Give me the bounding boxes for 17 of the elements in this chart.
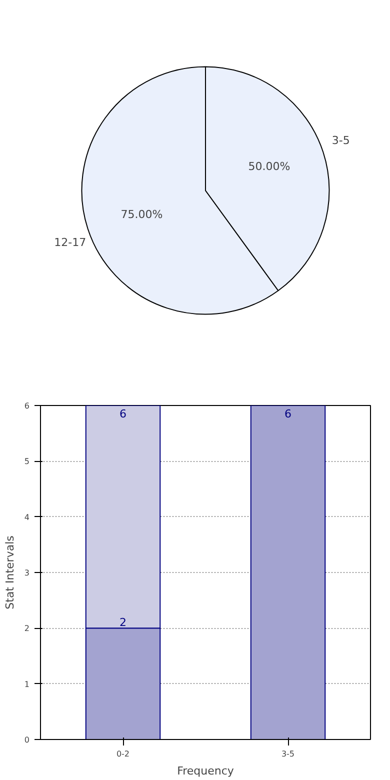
x-axis-title: Frequency (177, 764, 234, 778)
total-label: 6 (284, 408, 292, 420)
y-tick-label: 2 (24, 624, 30, 634)
data-label: 50.00% (248, 160, 290, 174)
y-tick-label: 0 (24, 736, 30, 744)
total-label: 6 (120, 408, 126, 420)
y-tick-label: 1 (24, 680, 30, 689)
data-label: 75.00% (120, 208, 163, 221)
y-axis-title: Stat Intervals (3, 535, 16, 610)
y-tick-label: 5 (24, 457, 30, 466)
data-label: 2 (120, 616, 126, 630)
y-tick-label: 6 (24, 402, 30, 410)
x-tick-label: 0-2 (116, 750, 130, 758)
slice-label: 12-17 (54, 236, 86, 249)
slice-label: 3-5 (332, 134, 350, 148)
y-tick-label: 4 (24, 512, 30, 522)
y-tick-label: 3 (24, 568, 30, 578)
